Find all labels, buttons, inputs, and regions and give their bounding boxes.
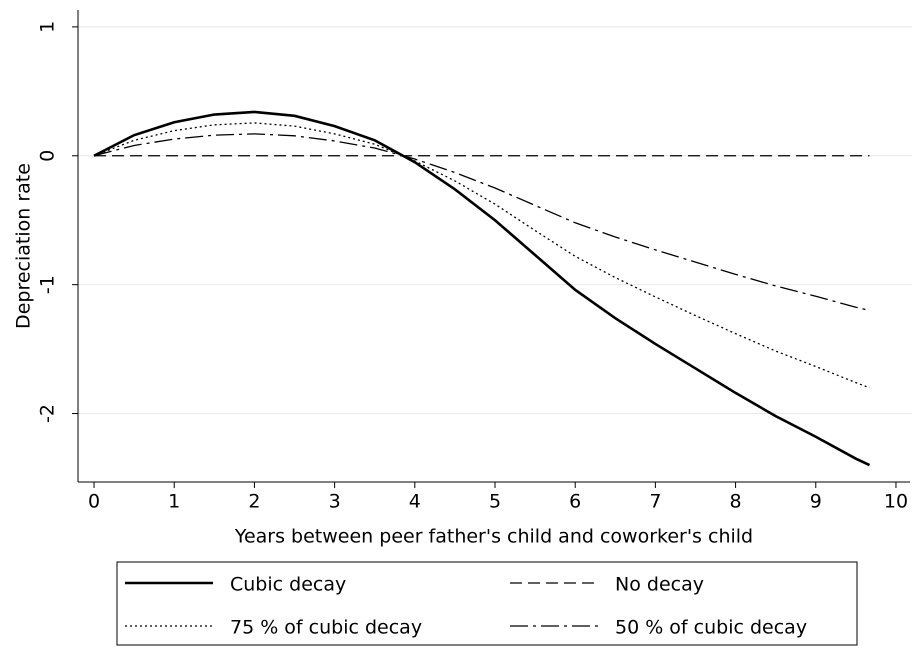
- y-tick-label: -2: [37, 404, 59, 423]
- legend-label: No decay: [615, 574, 704, 596]
- legend-label: 50 % of cubic decay: [615, 617, 807, 639]
- x-tick-label: 2: [248, 491, 260, 513]
- legend-label: Cubic decay: [230, 574, 346, 596]
- x-tick-label: 9: [810, 491, 822, 513]
- x-tick-label: 8: [730, 491, 742, 513]
- series-line: [93, 110, 871, 467]
- x-tick-label: 7: [649, 491, 661, 513]
- y-axis-label: Depreciation rate: [13, 163, 35, 329]
- x-tick-label: 4: [409, 491, 421, 513]
- x-tick-label: 6: [569, 491, 581, 513]
- legend-box: [116, 561, 858, 646]
- series-line: [93, 133, 870, 312]
- y-tick-label: 1: [37, 21, 59, 33]
- x-tick-label: 5: [489, 491, 501, 513]
- x-tick-label: 1: [168, 491, 180, 513]
- x-axis-label: Years between peer father's child and co…: [234, 526, 753, 548]
- series-line: [93, 122, 870, 389]
- y-tick-label: 0: [37, 150, 59, 162]
- y-tick-label: -1: [37, 275, 59, 294]
- x-tick-label: 0: [88, 491, 100, 513]
- x-tick-label: 10: [884, 491, 908, 513]
- x-tick-label: 3: [329, 491, 341, 513]
- legend-label: 75 % of cubic decay: [230, 617, 422, 639]
